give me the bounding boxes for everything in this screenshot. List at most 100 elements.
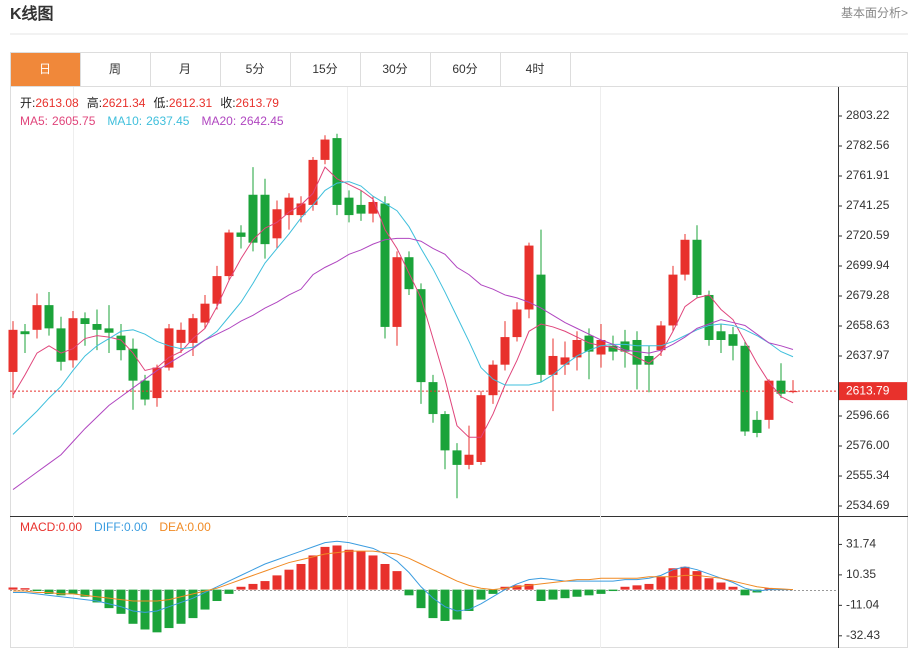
candle-body xyxy=(260,194,270,245)
macd-bar xyxy=(392,571,402,590)
fundamental-link[interactable]: 基本面分析> xyxy=(841,6,908,20)
candle-body xyxy=(656,325,666,351)
y-tick-label: 2782.56 xyxy=(846,138,890,152)
macd-bar xyxy=(236,586,246,590)
ohlc-label: 收: xyxy=(220,96,235,110)
legend-value: 0.00 xyxy=(124,520,148,534)
ma-legend: MA5: 2605.75 MA10: 2637.45 MA20: 2642.45 xyxy=(20,114,284,128)
macd-bar xyxy=(284,569,294,590)
macd-bar xyxy=(644,583,654,590)
candle-body xyxy=(704,294,714,340)
ohlc-label: 低: xyxy=(153,96,168,110)
candle-body xyxy=(488,364,498,396)
macd-bar xyxy=(524,583,534,590)
candle-body xyxy=(92,324,102,330)
tab[interactable] xyxy=(500,52,571,87)
tab-label[interactable]: 15分 xyxy=(312,62,337,76)
legend-name: MA10: xyxy=(107,114,142,128)
candle-body xyxy=(548,355,558,375)
macd-bar xyxy=(464,589,474,611)
candle-body xyxy=(104,328,114,333)
ma-line xyxy=(12,237,794,490)
macd-bar xyxy=(692,571,702,590)
macd-bar xyxy=(320,546,330,590)
legend-value: 2642.45 xyxy=(240,114,284,128)
macd-bar xyxy=(440,589,450,621)
tab-label[interactable]: 4时 xyxy=(526,62,545,76)
macd-bar xyxy=(404,589,414,596)
macd-bar xyxy=(572,589,582,597)
legend-value: 0.00 xyxy=(59,520,83,534)
candle-body xyxy=(776,380,786,394)
macd-bar xyxy=(716,582,726,590)
tab-label[interactable]: 周 xyxy=(109,62,121,76)
macd-bar xyxy=(536,589,546,602)
candle-body xyxy=(272,209,282,239)
candle-body xyxy=(68,318,78,361)
macd-bar xyxy=(272,575,282,590)
candle-body xyxy=(428,382,438,415)
ohlc-value: 2613.08 xyxy=(35,96,79,110)
macd-bar xyxy=(632,585,642,590)
legend-name: MA5: xyxy=(20,114,48,128)
y-tick-label: -11.04 xyxy=(846,598,879,612)
macd-bar xyxy=(20,588,30,590)
candle-body xyxy=(596,339,606,355)
macd-bar xyxy=(140,589,150,630)
macd-bar xyxy=(260,581,270,590)
macd-bar xyxy=(224,589,234,594)
tab-label[interactable]: 5分 xyxy=(246,62,265,76)
y-tick-label: 2679.28 xyxy=(846,288,890,302)
macd-bar xyxy=(116,589,126,614)
candle-body xyxy=(500,337,510,365)
candle-body xyxy=(584,335,594,352)
legend-value: 2637.45 xyxy=(146,114,190,128)
legend-name: DIFF: xyxy=(94,520,124,534)
tab-label[interactable]: 月 xyxy=(179,62,191,76)
candle-body xyxy=(572,339,582,358)
tab-label[interactable]: 60分 xyxy=(452,62,477,76)
macd-bar xyxy=(344,549,354,590)
macd-bar xyxy=(380,563,390,590)
macd-bar xyxy=(296,563,306,590)
y-tick-label: 2555.34 xyxy=(846,468,890,482)
candle-body xyxy=(668,274,678,326)
candle-body xyxy=(380,203,390,327)
candle-body xyxy=(140,380,150,400)
macd-bar xyxy=(80,589,90,597)
tab-label[interactable]: 30分 xyxy=(382,62,407,76)
ohlc-info: 开:2613.08 高:2621.34 低:2612.31 收:2613.79 xyxy=(20,95,279,110)
macd-bar xyxy=(308,555,318,590)
candle-body xyxy=(176,329,186,343)
page-title: K线图 xyxy=(10,4,54,23)
tab[interactable] xyxy=(360,52,431,87)
macd-bar xyxy=(332,545,342,590)
ohlc-value: 2612.31 xyxy=(169,96,213,110)
candle-body xyxy=(440,414,450,451)
macd-bar xyxy=(104,589,114,609)
y-tick-label: 2741.25 xyxy=(846,198,890,212)
tab[interactable] xyxy=(80,52,151,87)
tab[interactable] xyxy=(10,52,81,87)
macd-bar xyxy=(512,585,522,590)
candle-body xyxy=(320,139,330,160)
macd-bar xyxy=(620,586,630,590)
candle-body xyxy=(344,197,354,216)
macd-bar xyxy=(44,589,54,594)
tab-label[interactable]: 日 xyxy=(39,62,51,76)
macd-bar xyxy=(356,551,366,590)
macd-bar xyxy=(608,589,618,592)
legend-name: DEA: xyxy=(159,520,187,534)
candle-body xyxy=(452,450,462,465)
macd-bar xyxy=(248,583,258,590)
candle-body xyxy=(764,380,774,420)
candle-body xyxy=(476,395,486,462)
macd-bar xyxy=(560,589,570,599)
macd-bar xyxy=(656,576,666,590)
tab[interactable] xyxy=(430,52,501,87)
macd-bar xyxy=(428,589,438,619)
candle-body xyxy=(608,345,618,352)
candle-body xyxy=(392,257,402,327)
macd-bar xyxy=(416,589,426,609)
candle-body xyxy=(524,245,534,310)
